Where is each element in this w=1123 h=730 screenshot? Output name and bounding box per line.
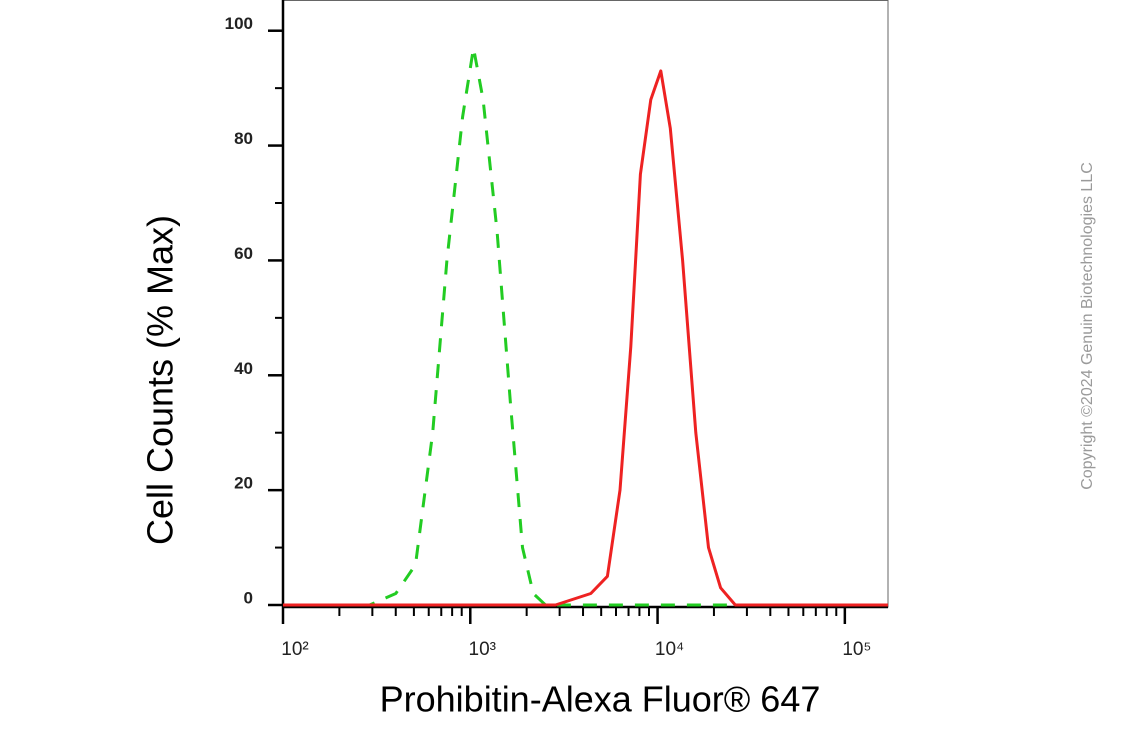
- series-line: [283, 46, 888, 607]
- watermark: Copyright ©2024 Genuin Biotechnologies L…: [1079, 162, 1096, 490]
- y-tick-label: 60: [234, 244, 253, 263]
- y-axis-title: Cell Counts (% Max): [140, 215, 181, 545]
- y-tick-label: 20: [234, 474, 253, 493]
- y-tick-label: 100: [225, 14, 253, 33]
- y-tick-label: 80: [234, 129, 253, 148]
- plot-frame: [282, 0, 889, 608]
- x-tick-label: 10⁵: [842, 639, 871, 660]
- x-tick-label: 10⁴: [655, 639, 684, 660]
- x-tick-label: 10³: [469, 639, 496, 660]
- x-tick-label: 10²: [281, 639, 308, 660]
- y-tick-label: 0: [244, 588, 253, 607]
- series-line: [283, 69, 888, 607]
- y-tick-label: 40: [234, 359, 253, 378]
- x-axis-title: Prohibitin-Alexa Fluor® 647: [380, 679, 821, 720]
